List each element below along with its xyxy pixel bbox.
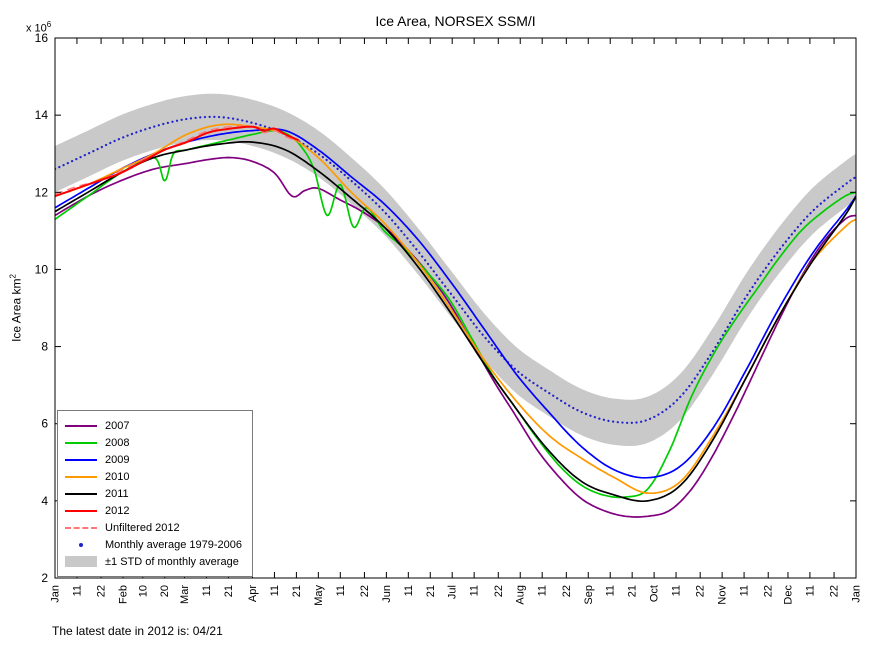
x-tick-label: 21 [223, 585, 235, 597]
line-sample-icon [65, 509, 97, 512]
y-tick-label: 10 [35, 262, 49, 276]
y-tick-label: 2 [41, 571, 48, 585]
x-tick-label: 21 [425, 585, 437, 597]
std-band [55, 93, 856, 446]
x-tick-label: 21 [627, 585, 639, 597]
x-tick-label: 20 [159, 585, 171, 597]
dot-sample-icon [79, 542, 83, 547]
legend-item-label: 2012 [105, 504, 130, 517]
legend-line-swatch [65, 424, 97, 427]
x-tick-label: 11 [537, 585, 549, 596]
y-tick-label: 16 [35, 31, 49, 45]
y-tick-label: 8 [41, 340, 48, 354]
x-tick-label: 11 [804, 585, 816, 596]
legend-item: Monthly average 1979-2006 [65, 536, 242, 553]
x-tick-label: Jul [447, 585, 459, 599]
x-tick-label: 11 [469, 585, 481, 596]
legend-line-swatch [65, 475, 97, 478]
x-tick-label: 11 [269, 585, 281, 596]
x-tick-label: Feb [118, 585, 130, 604]
chart-title: Ice Area, NORSEX SSM/I [375, 13, 536, 29]
x-tick-label: Mar [179, 585, 191, 604]
legend-line-swatch [65, 441, 97, 444]
legend-item: 2009 [65, 451, 242, 468]
x-tick-label: May [313, 585, 325, 606]
series-monthly-average-1979-2006 [55, 115, 856, 424]
legend-item-label: Monthly average 1979-2006 [105, 538, 242, 551]
legend-dashed-swatch [65, 526, 97, 529]
y-axis-multiplier-base: x 10 [26, 22, 47, 35]
x-tick-label: 22 [96, 585, 108, 597]
line-sample-icon [65, 458, 97, 461]
y-axis-multiplier-exponent: 6 [46, 20, 52, 29]
x-tick-label: 11 [71, 585, 83, 596]
x-tick-label: 11 [605, 585, 617, 596]
legend: 2007 2008 2009 2010 2011 2012 Unfiltered 2012 M… [57, 410, 253, 577]
x-tick-label: Jan [851, 585, 863, 603]
legend-item-label: 2010 [105, 470, 130, 483]
line-sample-icon [65, 424, 97, 427]
y-axis-multiplier: x 106 [26, 20, 51, 35]
legend-item-label: 2009 [105, 453, 130, 466]
legend-item-label: 2008 [105, 436, 130, 449]
line-sample-icon [65, 475, 97, 478]
series-2012 [55, 125, 299, 198]
x-tick-label: 11 [671, 585, 683, 596]
legend-band-swatch [65, 556, 97, 567]
legend-item-label: 2007 [105, 419, 130, 432]
dashed-sample-icon [65, 526, 97, 529]
y-tick-label: 14 [35, 108, 49, 122]
x-tick-label: 21 [291, 585, 303, 597]
line-sample-icon [65, 492, 97, 495]
x-tick-label: 22 [561, 585, 573, 597]
latest-date-note: The latest date in 2012 is: 04/21 [52, 624, 223, 638]
x-tick-label: 11 [335, 585, 347, 596]
legend-item: ±1 STD of monthly average [65, 553, 242, 570]
series-2011 [55, 140, 856, 503]
x-tick-label: Jun [381, 585, 393, 603]
legend-line-swatch [65, 492, 97, 495]
x-tick-label: 22 [829, 585, 841, 597]
x-tick-label: Aug [515, 585, 527, 605]
legend-item: 2007 [65, 417, 242, 434]
legend-item: 2010 [65, 468, 242, 485]
x-tick-label: 22 [359, 585, 371, 597]
band-sample-icon [65, 556, 97, 567]
legend-item: 2011 [65, 485, 242, 502]
legend-item: 2008 [65, 434, 242, 451]
legend-item-label: ±1 STD of monthly average [105, 555, 239, 568]
y-tick-label: 12 [35, 185, 49, 199]
axes-box [54, 37, 857, 579]
x-tick-label: Oct [649, 585, 661, 602]
x-tick-label: 22 [695, 585, 707, 597]
legend-dot-swatch [65, 542, 97, 547]
legend-line-swatch [65, 509, 97, 512]
x-tick-label: Apr [247, 585, 259, 602]
y-tick-label: 4 [41, 494, 48, 508]
x-tick-label: 11 [403, 585, 415, 596]
line-sample-icon [65, 441, 97, 444]
legend-item-label: Unfiltered 2012 [105, 521, 180, 534]
x-tick-label: Sep [583, 585, 595, 605]
x-tick-label: 22 [493, 585, 505, 597]
x-tick-label: 11 [739, 585, 751, 596]
x-tick-label: Dec [782, 585, 794, 605]
x-tick-label: 10 [137, 585, 149, 597]
legend-line-swatch [65, 458, 97, 461]
x-tick-label: Nov [717, 585, 729, 605]
legend-item: 2012 [65, 502, 242, 519]
x-tick-label: 11 [201, 585, 213, 596]
legend-item-label: 2011 [105, 487, 129, 500]
legend-item: Unfiltered 2012 [65, 519, 242, 536]
y-tick-label: 6 [41, 417, 48, 431]
x-tick-label: Jan [50, 585, 62, 603]
x-tick-label: 22 [763, 585, 775, 597]
